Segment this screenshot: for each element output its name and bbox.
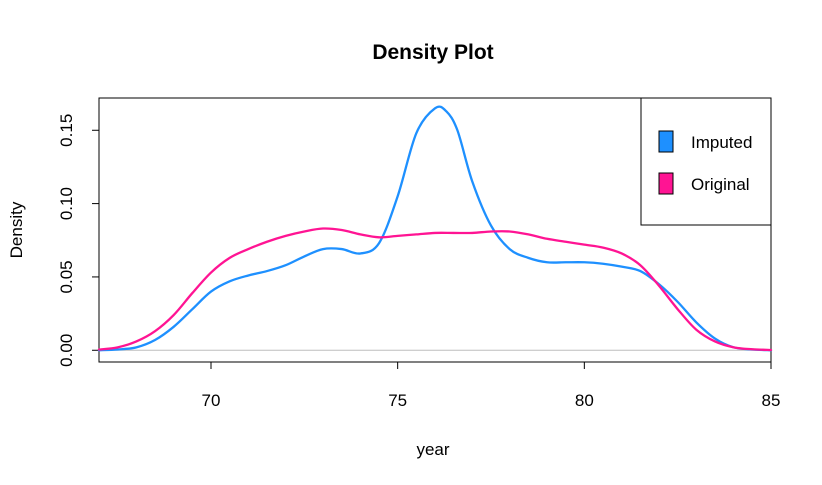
- legend: Imputed Original: [640, 97, 772, 226]
- x-tick-label: 75: [388, 391, 407, 410]
- chart-title: Density Plot: [372, 41, 493, 64]
- x-tick-label: 70: [202, 391, 221, 410]
- legend-box: [640, 97, 772, 226]
- x-tick-label: 80: [575, 391, 594, 410]
- legend-label-imputed: Imputed: [691, 133, 752, 152]
- x-tick-label: 85: [762, 391, 781, 410]
- y-axis-title: Density: [7, 201, 26, 258]
- series-layer: [97, 105, 773, 352]
- y-axis: 0.00 0.05 0.10 0.15: [57, 114, 100, 367]
- y-tick-label: 0.15: [57, 114, 76, 147]
- legend-swatch-original: [658, 172, 674, 195]
- x-axis-title: year: [416, 440, 449, 459]
- y-tick-label: 0.10: [57, 187, 76, 220]
- x-axis: 70 75 80 85: [202, 361, 781, 410]
- legend-label-original: Original: [691, 175, 750, 194]
- legend-swatch-imputed: [658, 130, 674, 153]
- series-line-original: [97, 227, 773, 352]
- y-tick-label: 0.00: [57, 334, 76, 367]
- y-tick-label: 0.05: [57, 260, 76, 293]
